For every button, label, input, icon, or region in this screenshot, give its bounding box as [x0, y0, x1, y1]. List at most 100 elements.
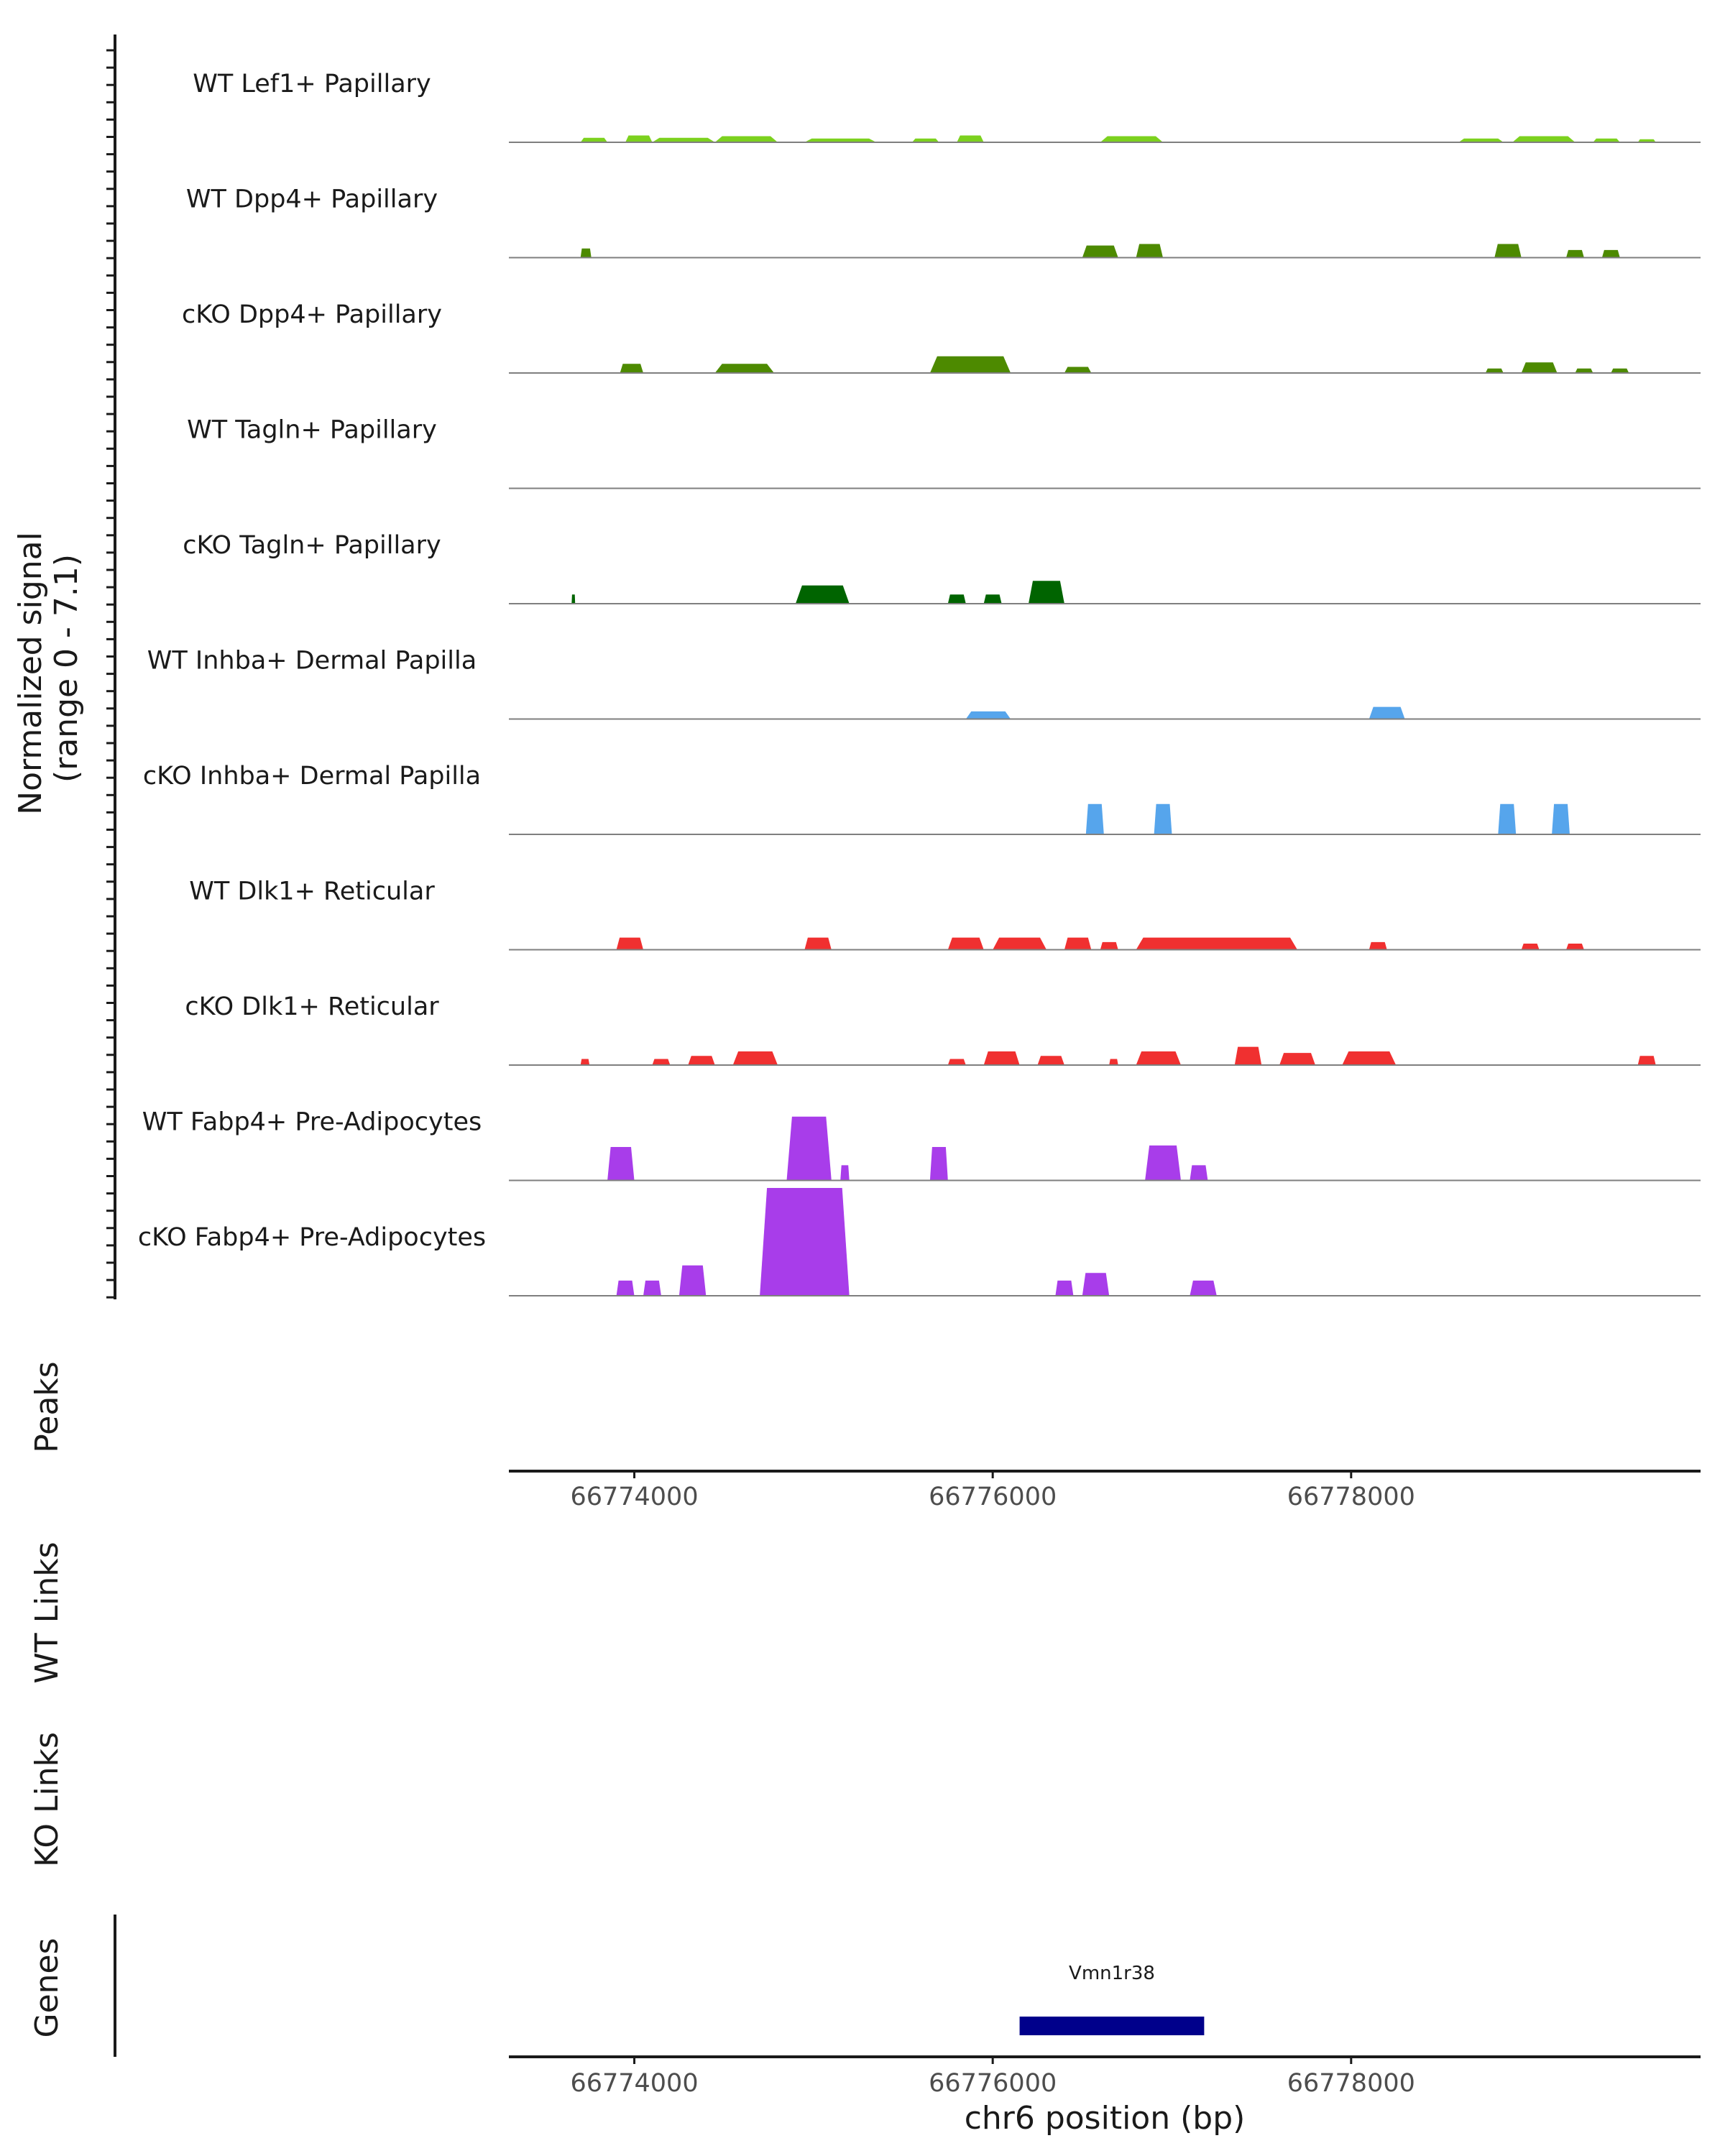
signal-peak — [957, 135, 984, 142]
signal-peak — [1190, 1280, 1217, 1296]
signal-peak — [1485, 368, 1504, 373]
signal-peak — [580, 248, 592, 258]
signal-peak — [607, 1147, 635, 1181]
signal-peak — [1064, 937, 1092, 950]
track-label: WT Dpp4+ Papillary — [186, 185, 438, 214]
track-label: WT Tagln+ Papillary — [187, 416, 437, 445]
signal-peak — [760, 1188, 850, 1296]
signal-peak — [840, 1165, 850, 1181]
signal-peak — [947, 1059, 966, 1065]
signal-peak — [1154, 803, 1172, 834]
signal-peak — [1029, 581, 1064, 604]
track-row: cKO Dlk1+ Reticular — [185, 992, 1701, 1066]
track-label: cKO Inhba+ Dermal Papilla — [143, 762, 481, 791]
signal-peak — [571, 594, 576, 604]
signal-tracks: WT Lef1+ Papillary WT Dpp4+ Papillary cKO … — [138, 70, 1701, 1296]
signal-peak — [652, 1059, 671, 1065]
signal-peak — [947, 937, 984, 950]
signal-axis — [106, 34, 116, 1299]
signal-peak — [580, 1059, 590, 1065]
signal-peak — [1368, 706, 1405, 719]
signal-peak — [1566, 944, 1584, 950]
signal-peak — [616, 1280, 635, 1296]
signal-peak — [616, 937, 643, 950]
track-label: WT Lef1+ Papillary — [193, 70, 431, 98]
signal-peak — [1494, 244, 1522, 258]
signal-peak — [1145, 1145, 1181, 1181]
track-label: cKO Dlk1+ Reticular — [185, 992, 439, 1021]
x-axis-title: chr6 position (bp) — [965, 2100, 1246, 2137]
signal-peak — [929, 356, 1011, 373]
signal-peak — [947, 594, 966, 604]
track-label: WT Fabp4+ Pre-Adipocytes — [142, 1108, 482, 1137]
signal-peak — [983, 1051, 1020, 1065]
signal-peak — [1521, 944, 1540, 950]
signal-peak — [1552, 803, 1570, 834]
signal-peak — [678, 1265, 707, 1296]
signal-peak — [965, 711, 1011, 719]
signal-peak — [1593, 138, 1620, 142]
signal-peak — [993, 937, 1046, 950]
track-row: cKO Dpp4+ Papillary — [182, 300, 1701, 374]
signal-axis-title-line1: Normalized signal — [12, 532, 49, 815]
x-tick-label: 66774000 — [570, 2069, 698, 2098]
x-tick-label: 66778000 — [1287, 2069, 1415, 2098]
signal-peak — [1100, 941, 1118, 950]
signal-peak — [1521, 362, 1558, 373]
track-row: WT Tagln+ Papillary — [187, 416, 1701, 489]
signal-peak — [1566, 249, 1584, 258]
signal-peak — [804, 138, 877, 142]
signal-peak — [1136, 1051, 1181, 1065]
gene-body — [1019, 2017, 1205, 2035]
track-row: cKO Inhba+ Dermal Papilla — [143, 762, 1701, 835]
track-row: WT Inhba+ Dermal Papilla — [147, 647, 1701, 720]
signal-peak — [804, 937, 832, 950]
signal-peak — [1136, 244, 1163, 258]
gene-label: Vmn1r38 — [1069, 1963, 1155, 1984]
signal-peak — [732, 1051, 778, 1065]
gene-track: Vmn1r38 — [1019, 1963, 1205, 2035]
x-axis-top: 66774000 66776000 66778000 — [509, 1470, 1701, 1511]
signal-peak — [983, 594, 1002, 604]
track-label: cKO Fabp4+ Pre-Adipocytes — [138, 1223, 486, 1252]
signal-axis-title-line2: (range 0 - 7.1) — [48, 554, 85, 783]
signal-peak — [1082, 1273, 1110, 1296]
x-tick-label: 66776000 — [929, 1483, 1057, 1511]
signal-peak — [580, 137, 608, 142]
signal-peak — [929, 1147, 948, 1181]
track-label: WT Dlk1+ Reticular — [189, 877, 435, 906]
x-axis-bottom: 66774000 66776000 66778000 — [509, 2055, 1701, 2098]
signal-peak — [1055, 1280, 1074, 1296]
signal-peak — [1637, 1056, 1656, 1065]
signal-peak — [1498, 803, 1517, 834]
x-tick-label: 66776000 — [929, 2069, 1057, 2098]
x-tick-label: 66778000 — [1287, 1483, 1415, 1511]
signal-peak — [1279, 1053, 1315, 1065]
signal-peak — [795, 585, 850, 604]
signal-peak — [1190, 1165, 1208, 1181]
track-row: cKO Tagln+ Papillary — [183, 531, 1701, 604]
track-row: WT Lef1+ Papillary — [193, 70, 1701, 143]
signal-peak — [714, 136, 778, 142]
signal-peak — [1234, 1046, 1262, 1065]
track-row: WT Dpp4+ Papillary — [186, 185, 1701, 259]
signal-peak — [1512, 136, 1576, 142]
track-row: WT Dlk1+ Reticular — [189, 877, 1701, 951]
signal-peak — [1611, 368, 1629, 373]
signal-peak — [1037, 1056, 1064, 1065]
signal-peak — [1100, 136, 1163, 142]
wt-links-panel-label: WT Links — [29, 1542, 65, 1683]
signal-peak — [1368, 941, 1387, 950]
track-label: WT Inhba+ Dermal Papilla — [147, 647, 477, 676]
signal-peak — [643, 1280, 661, 1296]
signal-peak — [1342, 1051, 1397, 1065]
signal-peak — [1109, 1059, 1118, 1065]
signal-peak — [714, 364, 774, 373]
track-label: cKO Dpp4+ Papillary — [182, 300, 442, 329]
peaks-panel-label: Peaks — [29, 1361, 65, 1452]
signal-peak — [1082, 245, 1118, 258]
track-label: cKO Tagln+ Papillary — [183, 531, 441, 560]
signal-peak — [912, 138, 939, 142]
signal-peak — [620, 364, 643, 373]
